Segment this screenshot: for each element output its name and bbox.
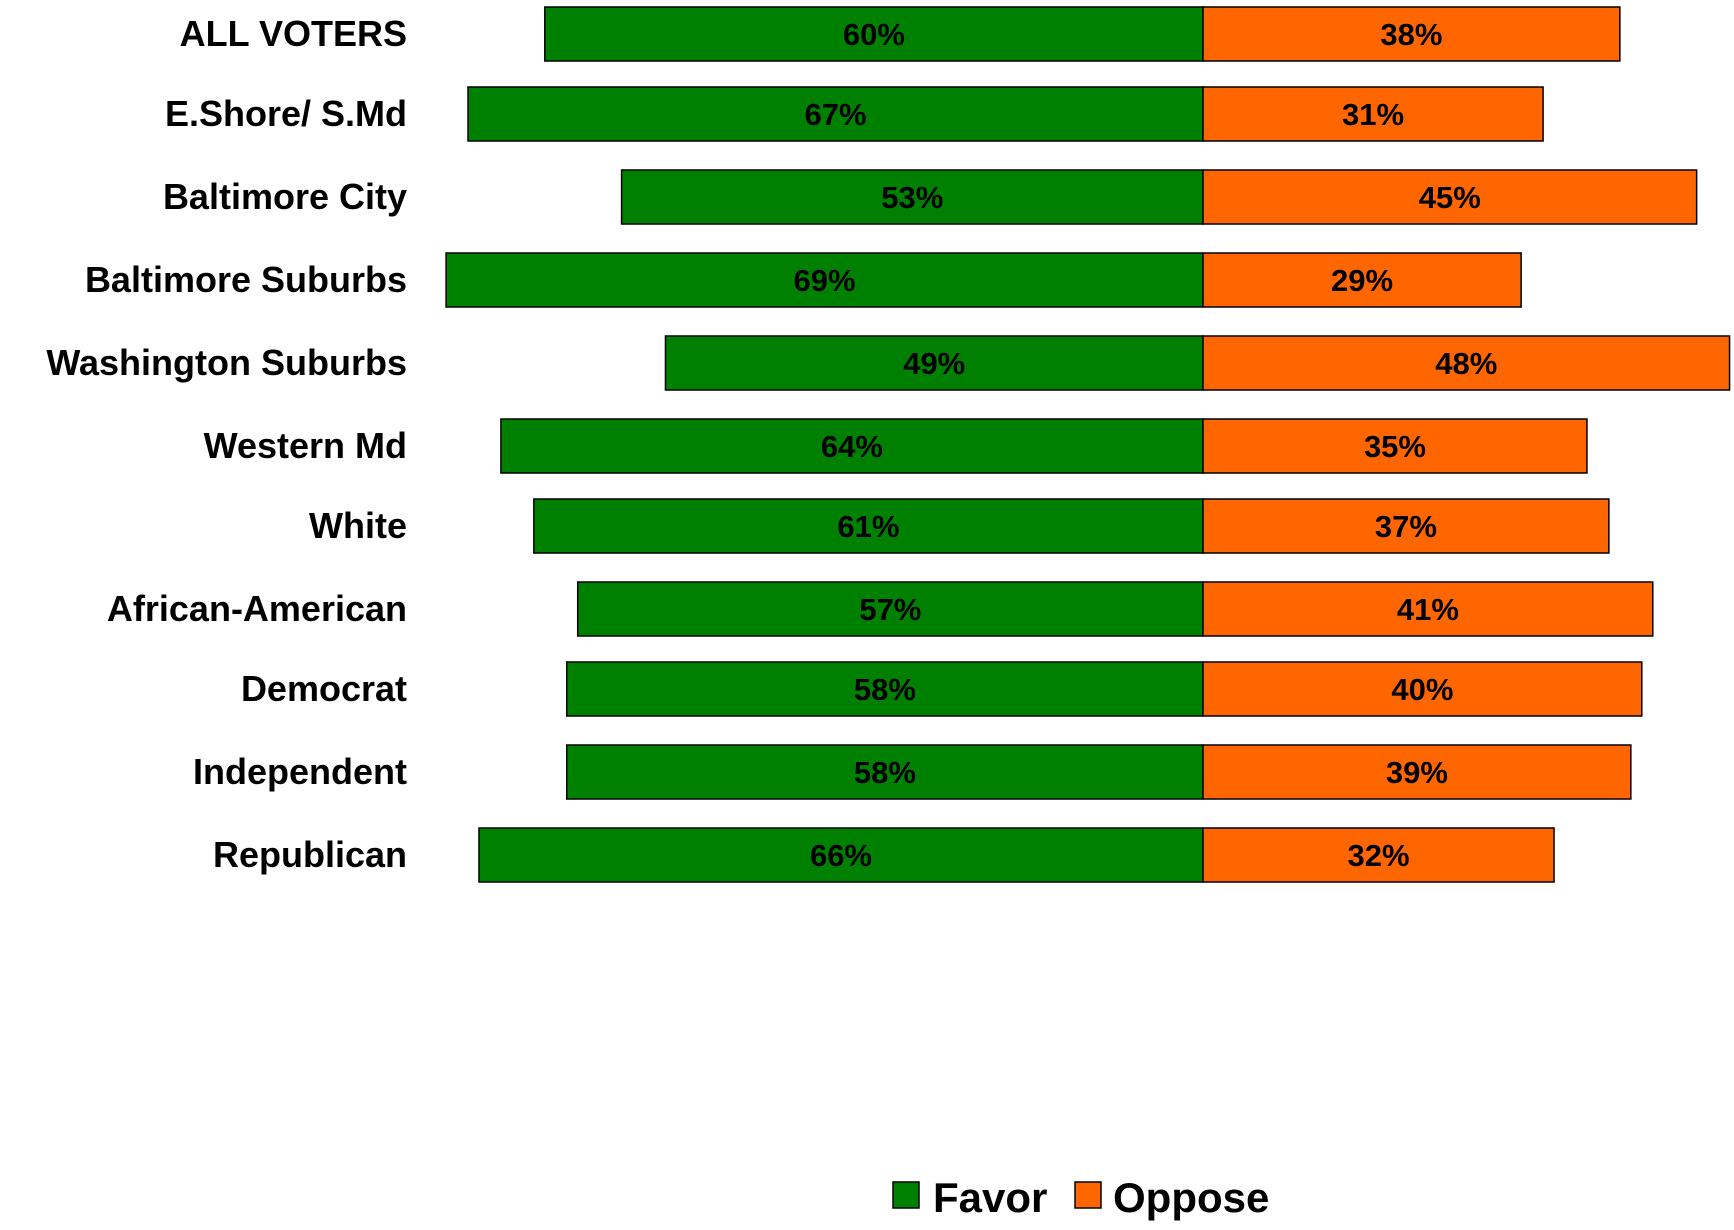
oppose-value-label: 39%	[1386, 755, 1448, 790]
oppose-value-label: 45%	[1419, 180, 1481, 215]
favor-bar	[445, 252, 1204, 308]
oppose-bar	[1202, 581, 1654, 637]
favor-bar	[544, 6, 1204, 62]
favor-bar	[533, 498, 1204, 554]
oppose-bar	[1202, 335, 1731, 391]
bars	[445, 6, 1731, 883]
favor-bar	[478, 827, 1204, 883]
oppose-value-label: 35%	[1364, 429, 1426, 464]
favor-bar	[664, 335, 1204, 391]
oppose-value-label: 38%	[1380, 17, 1442, 52]
favor-value-label: 49%	[903, 346, 965, 381]
oppose-bar	[1202, 418, 1588, 474]
legend-label-oppose: Oppose	[1113, 1174, 1269, 1221]
oppose-value-label: 32%	[1347, 838, 1409, 873]
oppose-value-label: 29%	[1331, 263, 1393, 298]
oppose-bar	[1202, 252, 1522, 308]
oppose-value-label: 48%	[1435, 346, 1497, 381]
category-label: Western Md	[204, 425, 407, 466]
favor-value-label: 58%	[854, 672, 916, 707]
category-labels: ALL VOTERS E.Shore/ S.Md Baltimore City Bal…	[46, 13, 407, 875]
legend-swatch-oppose	[1074, 1181, 1102, 1209]
oppose-value-label: 40%	[1391, 672, 1453, 707]
category-label: African-American	[107, 588, 407, 629]
category-label: Republican	[213, 834, 407, 875]
oppose-bar	[1202, 498, 1610, 554]
favor-value-label: 61%	[837, 509, 899, 544]
oppose-bar	[1202, 169, 1698, 225]
oppose-value-label: 41%	[1397, 592, 1459, 627]
legend: Favor Oppose	[892, 1174, 1269, 1221]
favor-value-label: 67%	[804, 97, 866, 132]
favor-value-label: 53%	[881, 180, 943, 215]
oppose-bar	[1202, 827, 1555, 883]
oppose-bar	[1202, 661, 1643, 717]
favor-bar	[565, 661, 1204, 717]
category-label: E.Shore/ S.Md	[165, 93, 407, 134]
favor-bar	[620, 169, 1204, 225]
oppose-bar	[1202, 86, 1544, 142]
favor-value-label: 69%	[794, 263, 856, 298]
category-label: Baltimore Suburbs	[85, 259, 407, 300]
favor-value-label: 57%	[859, 592, 921, 627]
favor-bar	[467, 86, 1204, 142]
category-label: Democrat	[241, 668, 407, 709]
category-label: ALL VOTERS	[180, 13, 407, 54]
oppose-bar	[1202, 744, 1632, 800]
bar-value-labels: 60% 38% 67% 31% 53% 45% 69% 29% 49% 48% 64% 35% 61% 3…	[794, 17, 1498, 873]
legend-label-favor: Favor	[933, 1174, 1047, 1221]
favor-bar	[565, 744, 1204, 800]
favor-value-label: 66%	[810, 838, 872, 873]
category-label: White	[309, 505, 407, 546]
category-label: Washington Suburbs	[46, 342, 407, 383]
oppose-value-label: 37%	[1375, 509, 1437, 544]
oppose-bar	[1202, 6, 1621, 62]
favor-value-label: 64%	[821, 429, 883, 464]
oppose-value-label: 31%	[1342, 97, 1404, 132]
favor-value-label: 58%	[854, 755, 916, 790]
category-label: Baltimore City	[163, 176, 407, 217]
legend-swatch-favor	[892, 1181, 920, 1209]
category-label: Independent	[193, 751, 407, 792]
favor-value-label: 60%	[843, 17, 905, 52]
